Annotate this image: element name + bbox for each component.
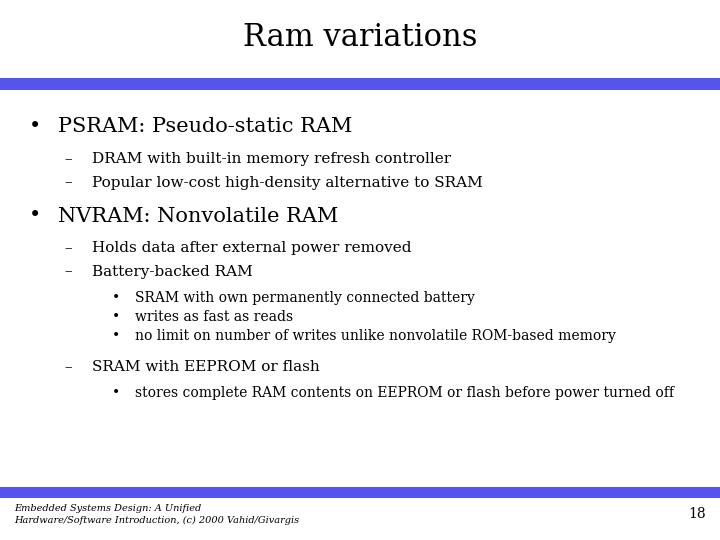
Text: •: •	[112, 310, 120, 324]
Text: NVRAM: Nonvolatile RAM: NVRAM: Nonvolatile RAM	[58, 206, 338, 226]
Text: Embedded Systems Design: A Unified
Hardware/Software Introduction, (c) 2000 Vahi: Embedded Systems Design: A Unified Hardw…	[14, 504, 300, 524]
Text: PSRAM: Pseudo-static RAM: PSRAM: Pseudo-static RAM	[58, 117, 352, 137]
Text: Ram variations: Ram variations	[243, 22, 477, 53]
Text: writes as fast as reads: writes as fast as reads	[135, 310, 293, 324]
Text: SRAM with EEPROM or flash: SRAM with EEPROM or flash	[92, 360, 320, 374]
Text: no limit on number of writes unlike nonvolatile ROM-based memory: no limit on number of writes unlike nonv…	[135, 329, 616, 343]
Text: •: •	[112, 329, 120, 343]
Text: 18: 18	[688, 507, 706, 521]
Text: •: •	[29, 206, 41, 226]
Text: –: –	[65, 152, 73, 166]
Text: –: –	[65, 176, 73, 190]
Bar	[0, 78, 720, 90]
Text: Holds data after external power removed: Holds data after external power removed	[92, 241, 412, 255]
Text: •: •	[112, 291, 120, 305]
Text: •: •	[29, 117, 41, 137]
Text: –: –	[65, 265, 73, 279]
Text: DRAM with built-in memory refresh controller: DRAM with built-in memory refresh contro…	[92, 152, 451, 166]
Text: •: •	[112, 386, 120, 400]
Text: –: –	[65, 360, 73, 374]
Text: –: –	[65, 241, 73, 255]
Text: SRAM with own permanently connected battery: SRAM with own permanently connected batt…	[135, 291, 474, 305]
Text: Popular low-cost high-density alternative to SRAM: Popular low-cost high-density alternativ…	[92, 176, 483, 190]
Text: stores complete RAM contents on EEPROM or flash before power turned off: stores complete RAM contents on EEPROM o…	[135, 386, 674, 400]
Bar	[0, 487, 720, 498]
Text: Battery-backed RAM: Battery-backed RAM	[92, 265, 253, 279]
